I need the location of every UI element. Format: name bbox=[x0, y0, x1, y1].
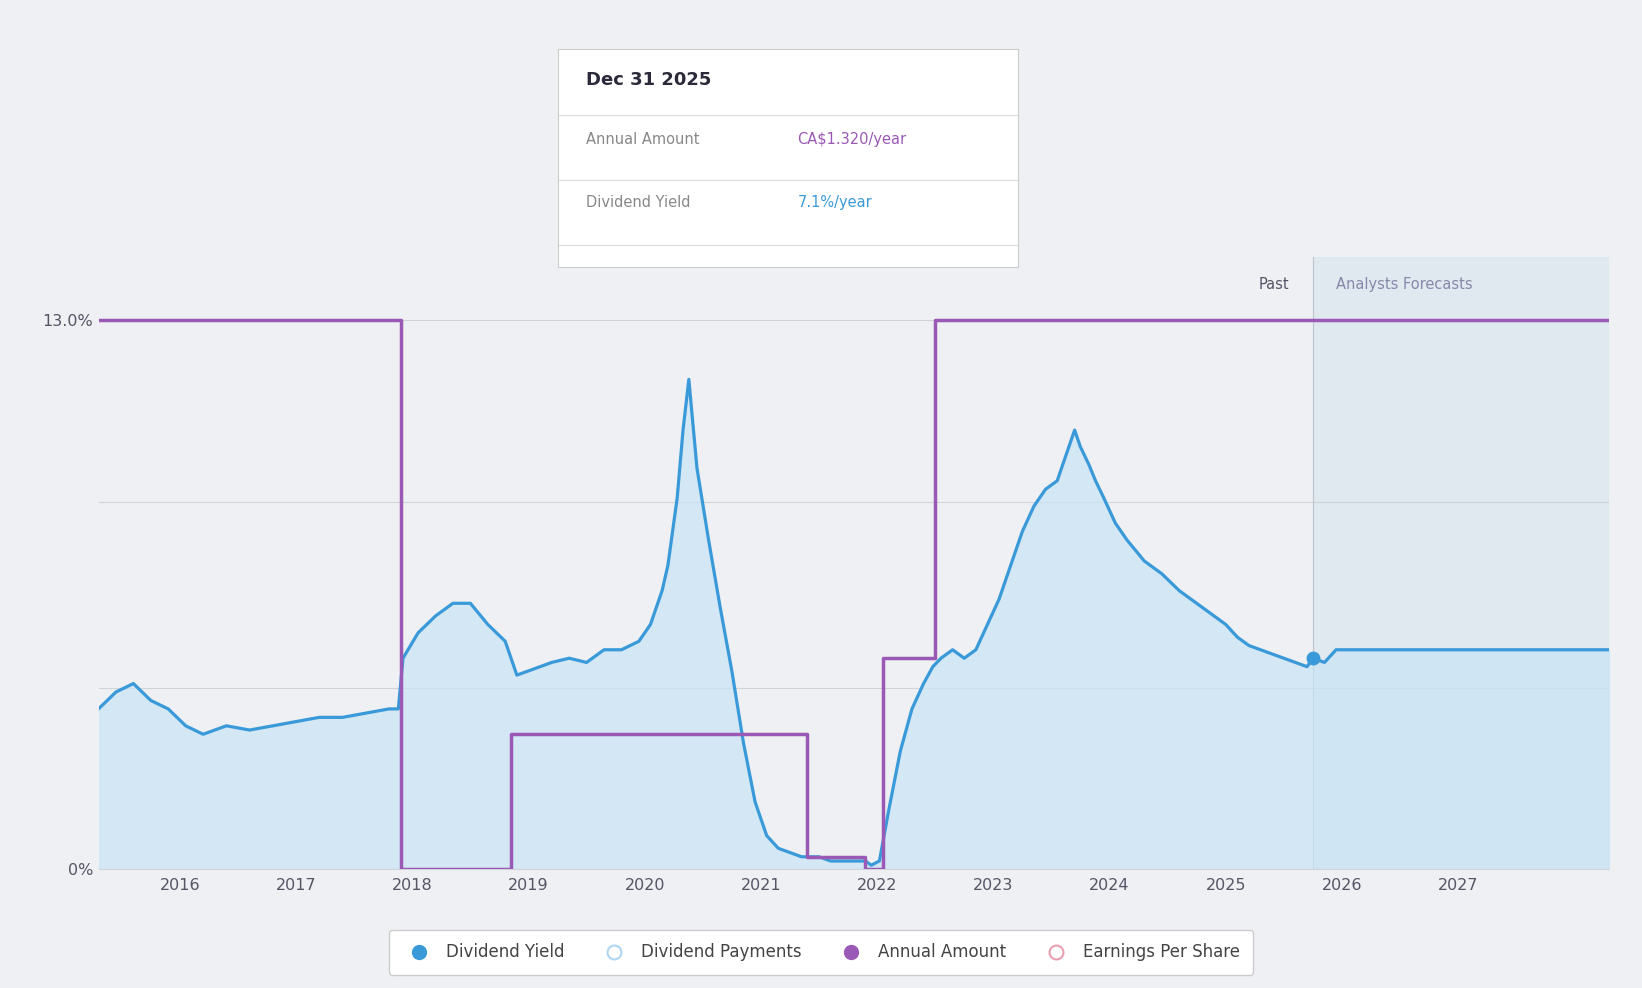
Text: Analysts Forecasts: Analysts Forecasts bbox=[1337, 277, 1473, 291]
Text: Annual Amount: Annual Amount bbox=[586, 132, 699, 147]
Text: Past: Past bbox=[1259, 277, 1289, 291]
Text: Dec 31 2025: Dec 31 2025 bbox=[586, 71, 711, 89]
Text: Dividend Yield: Dividend Yield bbox=[586, 195, 690, 210]
Legend: Dividend Yield, Dividend Payments, Annual Amount, Earnings Per Share: Dividend Yield, Dividend Payments, Annua… bbox=[389, 930, 1253, 975]
Text: CA$1.320/year: CA$1.320/year bbox=[798, 132, 906, 147]
Text: 7.1%/year: 7.1%/year bbox=[798, 195, 872, 210]
Bar bbox=[1314, 257, 1609, 869]
